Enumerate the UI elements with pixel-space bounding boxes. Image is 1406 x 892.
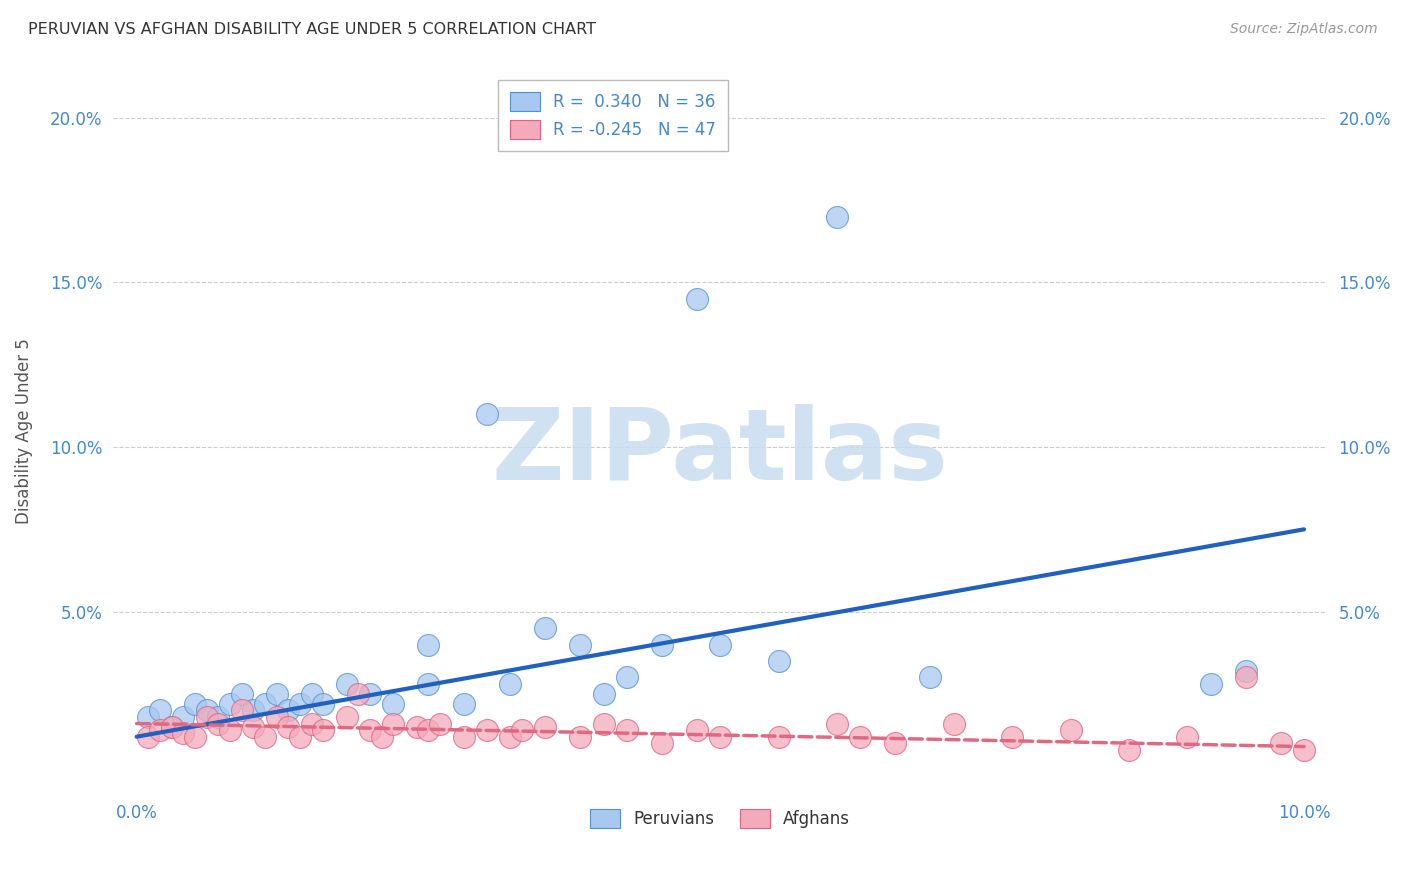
Point [195,710,218,724]
Point [382,697,405,711]
Point [569,730,592,744]
Point [219,697,242,711]
Point [160,720,183,734]
Point [768,654,790,668]
Y-axis label: Disability Age Under 5: Disability Age Under 5 [15,338,32,524]
Point [686,723,709,738]
Point [825,210,848,224]
Text: PERUVIAN VS AFGHAN DISABILITY AGE UNDER 5 CORRELATION CHART: PERUVIAN VS AFGHAN DISABILITY AGE UNDER … [28,22,596,37]
Point [359,723,381,738]
Point [651,736,673,750]
Point [288,730,311,744]
Point [336,710,359,724]
Point [195,703,218,717]
Point [301,687,323,701]
Point [149,723,172,738]
Point [207,716,229,731]
Point [499,677,522,691]
Point [475,723,498,738]
Point [266,710,288,724]
Point [359,687,381,701]
Point [1175,730,1198,744]
Point [405,720,427,734]
Point [418,638,440,652]
Point [709,638,731,652]
Point [347,687,370,701]
Point [266,687,288,701]
Point [534,720,557,734]
Point [160,720,183,734]
Point [475,407,498,421]
Point [825,716,848,731]
Point [184,730,207,744]
Point [1270,736,1292,750]
Point [884,736,907,750]
Point [453,697,475,711]
Point [592,716,614,731]
Point [569,638,592,652]
Point [254,730,277,744]
Point [453,730,475,744]
Point [534,621,557,635]
Point [418,677,440,691]
Point [1001,730,1024,744]
Point [709,730,731,744]
Point [277,720,299,734]
Point [277,703,299,717]
Point [616,723,638,738]
Point [686,292,709,306]
Point [1234,664,1257,678]
Point [499,730,522,744]
Point [172,726,194,740]
Point [382,716,405,731]
Point [242,703,264,717]
Point [136,710,159,724]
Point [616,670,638,684]
Point [231,687,253,701]
Point [1059,723,1081,738]
Point [371,730,394,744]
Point [592,687,614,701]
Point [1234,670,1257,684]
Point [429,716,451,731]
Point [136,730,159,744]
Point [1199,677,1222,691]
Point [288,697,311,711]
Point [184,697,207,711]
Point [651,638,673,652]
Text: ZIPatlas: ZIPatlas [492,404,949,500]
Point [301,716,323,731]
Point [849,730,872,744]
Point [312,697,335,711]
Point [242,720,264,734]
Point [1118,743,1140,757]
Point [418,723,440,738]
Legend: Peruvians, Afghans: Peruvians, Afghans [583,803,856,835]
Text: Source: ZipAtlas.com: Source: ZipAtlas.com [1230,22,1378,37]
Point [207,710,229,724]
Point [1292,743,1315,757]
Point [312,723,335,738]
Point [219,723,242,738]
Point [172,710,194,724]
Point [768,730,790,744]
Point [510,723,533,738]
Point [254,697,277,711]
Point [149,703,172,717]
Point [336,677,359,691]
Point [920,670,942,684]
Point [231,703,253,717]
Point [942,716,965,731]
